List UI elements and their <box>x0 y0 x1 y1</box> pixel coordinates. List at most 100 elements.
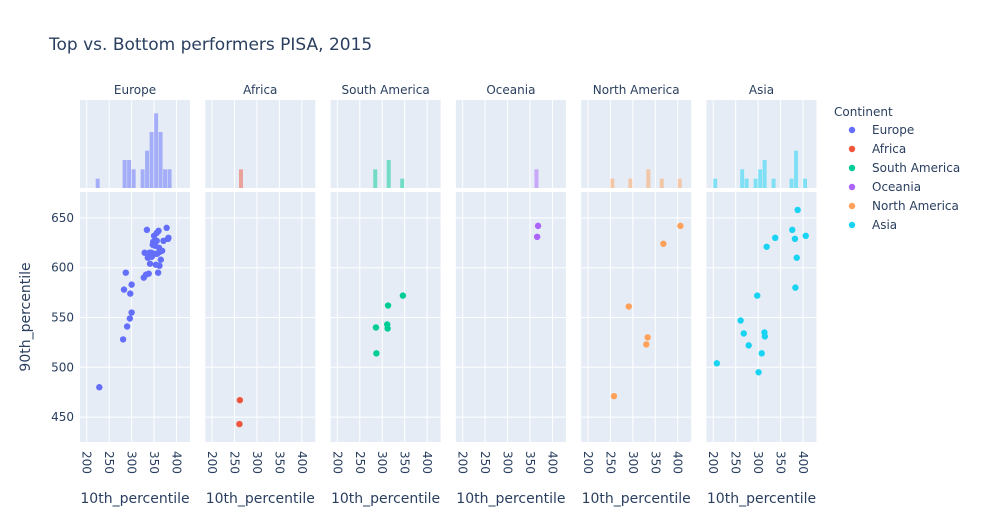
histogram-panel-bg <box>330 100 441 188</box>
chart-title: Top vs. Bottom performers PISA, 2015 <box>48 35 372 55</box>
histogram-bar <box>400 178 405 188</box>
data-point <box>713 360 721 367</box>
facet-africa: Africa 200 250 300 350 400 10th_percentile <box>205 83 316 507</box>
data-point <box>128 281 135 288</box>
histogram-bar <box>122 160 127 188</box>
legend-item-asia: Asia <box>872 218 897 232</box>
data-point <box>373 350 380 357</box>
x-tick-label: 200 <box>205 451 219 474</box>
data-point <box>165 234 172 242</box>
histogram-bar <box>386 160 391 188</box>
legend-marker <box>848 145 856 153</box>
facet-north-america: North America 200 250 300 350 400 10th_percent… <box>581 83 692 507</box>
facet-title-oceania: Oceania <box>486 83 535 97</box>
data-point <box>534 222 542 230</box>
data-point <box>126 315 134 322</box>
histogram-bar <box>158 132 163 188</box>
x-tick-label: 350 <box>774 451 788 474</box>
histogram-bar <box>149 132 154 188</box>
histogram-panel-bg <box>455 100 566 188</box>
histogram-bar <box>646 169 651 188</box>
data-point <box>789 226 796 234</box>
legend-marker <box>848 126 856 134</box>
histogram-bar <box>238 169 243 188</box>
x-tick-label: 200 <box>581 451 595 474</box>
y-tick-label: 450 <box>51 410 74 424</box>
x-tick-label: 250 <box>353 451 367 474</box>
data-point <box>740 330 747 337</box>
x-axis-title: 10th_percentile <box>206 491 315 507</box>
histogram-bar <box>167 169 172 188</box>
histogram-bar <box>762 160 767 188</box>
x-tick-label: 300 <box>501 451 515 474</box>
legend-marker <box>848 221 856 229</box>
y-tick-label: 500 <box>51 360 74 374</box>
data-point <box>771 234 779 242</box>
data-point <box>155 227 162 235</box>
facet-title-europe: Europe <box>114 83 156 97</box>
y-tick-label: 650 <box>51 211 74 225</box>
x-tick-label: 300 <box>626 451 640 474</box>
x-tick-label: 350 <box>272 451 286 474</box>
histogram-bar <box>145 150 150 188</box>
x-tick-label: 400 <box>671 451 685 474</box>
x-tick-label: 350 <box>648 451 662 474</box>
y-axis-title: 90th_percentile <box>18 262 34 371</box>
y-tick-label: 600 <box>51 261 74 275</box>
data-point <box>792 284 799 291</box>
data-point <box>791 235 799 243</box>
histogram-bar <box>140 169 145 188</box>
data-point <box>745 342 752 349</box>
data-point <box>236 420 243 428</box>
x-tick-label: 300 <box>375 451 389 474</box>
legend-marker <box>848 183 856 191</box>
data-point <box>643 341 650 348</box>
data-point <box>372 324 380 331</box>
legend-item-africa: Africa <box>872 142 906 156</box>
facet-title-south-america: South America <box>341 83 429 97</box>
histogram-bar <box>713 178 718 188</box>
x-axis-title: 10th_percentile <box>456 491 565 507</box>
x-tick-label: 400 <box>420 451 434 474</box>
histogram-bar <box>373 169 378 188</box>
x-axis-title: 10th_percentile <box>582 491 691 507</box>
x-tick-label: 200 <box>80 451 94 474</box>
histogram-bar <box>610 178 615 188</box>
data-point <box>153 237 160 245</box>
data-point <box>384 325 391 332</box>
histogram-bar <box>758 169 763 188</box>
histogram-bar <box>677 178 682 188</box>
histogram-bar <box>789 178 794 188</box>
data-point <box>141 249 148 256</box>
histogram-bar <box>744 178 749 188</box>
histogram-panel-bg <box>205 100 316 188</box>
x-tick-label: 350 <box>398 451 412 474</box>
facet-title-north-america: North America <box>593 83 680 97</box>
data-point <box>755 369 762 376</box>
data-point <box>158 247 166 254</box>
x-tick-label: 350 <box>147 451 161 474</box>
facet-asia: Asia 200 250 300 350 400 10th_percentile <box>706 83 817 507</box>
legend-title: Continent <box>834 105 893 119</box>
histogram-bar <box>534 169 539 188</box>
data-point <box>96 384 103 391</box>
data-point <box>737 317 744 324</box>
histogram-bar <box>131 169 136 188</box>
data-point <box>754 292 761 299</box>
x-tick-label: 200 <box>456 451 470 474</box>
histogram-bar <box>794 150 799 188</box>
facet-oceania: Oceania 200 250 300 350 400 10th_percentile <box>456 83 566 507</box>
data-point <box>793 254 800 261</box>
histogram-bar <box>95 178 100 188</box>
data-point <box>802 232 809 240</box>
data-point <box>794 206 801 214</box>
data-point <box>128 309 135 316</box>
x-tick-label: 300 <box>250 451 264 474</box>
histogram-bar <box>163 169 168 188</box>
legend-marker <box>848 202 856 210</box>
facet-title-africa: Africa <box>243 83 277 97</box>
data-point <box>610 392 618 400</box>
x-tick-label: 250 <box>729 451 743 474</box>
